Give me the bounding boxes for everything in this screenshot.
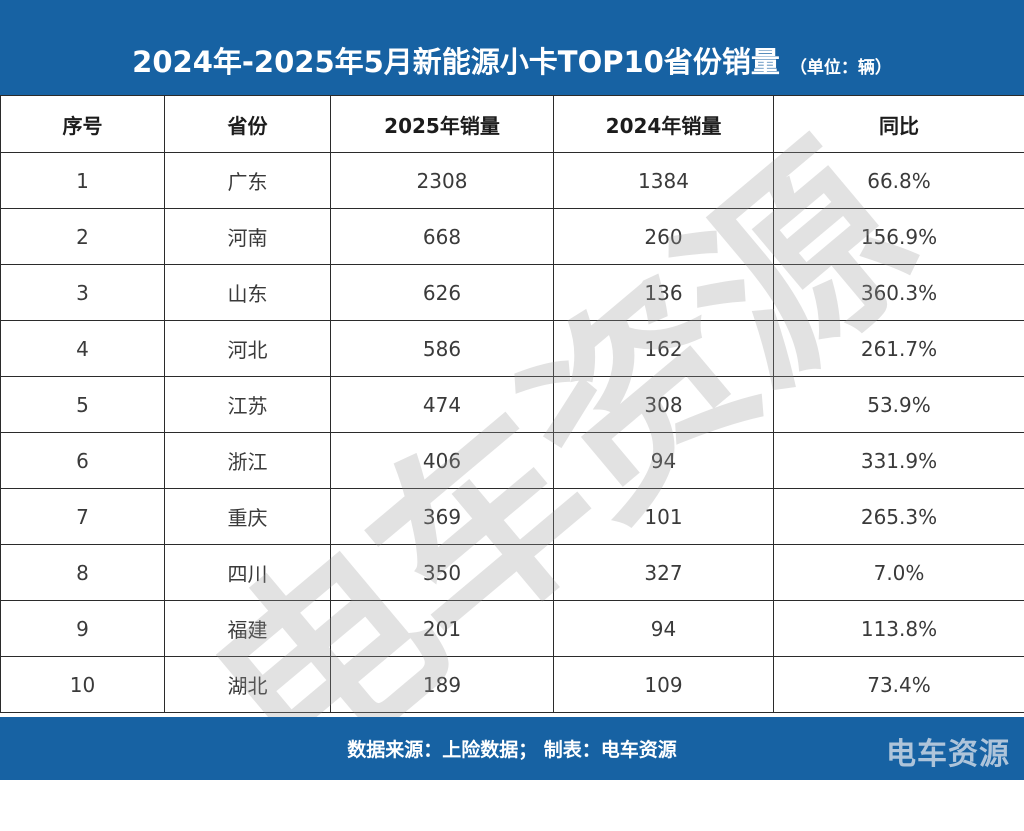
cell-sales-2025: 668: [331, 209, 554, 265]
data-source-note: 数据来源：上险数据； 制表：电车资源: [347, 735, 677, 762]
header-yoy: 同比: [774, 96, 1024, 153]
cell-sales-2024: 162: [554, 321, 774, 377]
sales-table-container: 序号 省份 2025年销量 2024年销量 同比 1 广东 2308 1384 …: [0, 95, 1024, 717]
header-rank: 序号: [1, 96, 165, 153]
cell-rank: 4: [1, 321, 165, 377]
table-header-row: 序号 省份 2025年销量 2024年销量 同比: [1, 96, 1024, 153]
cell-rank: 8: [1, 545, 165, 601]
cell-sales-2024: 308: [554, 377, 774, 433]
table-row: 5 江苏 474 308 53.9%: [1, 377, 1024, 433]
cell-yoy: 66.8%: [774, 153, 1024, 209]
cell-rank: 9: [1, 601, 165, 657]
cell-province: 山东: [165, 265, 331, 321]
unit-label: （单位：辆）: [790, 53, 892, 78]
cell-yoy: 265.3%: [774, 489, 1024, 545]
cell-rank: 2: [1, 209, 165, 265]
cell-sales-2024: 327: [554, 545, 774, 601]
cell-rank: 7: [1, 489, 165, 545]
cell-rank: 3: [1, 265, 165, 321]
page-title: 2024年-2025年5月新能源小卡TOP10省份销量: [132, 39, 780, 81]
table-row: 9 福建 201 94 113.8%: [1, 601, 1024, 657]
table-row: 6 浙江 406 94 331.9%: [1, 433, 1024, 489]
table-row: 2 河南 668 260 156.9%: [1, 209, 1024, 265]
cell-yoy: 73.4%: [774, 657, 1024, 713]
cell-sales-2025: 2308: [331, 153, 554, 209]
table-row: 10 湖北 189 109 73.4%: [1, 657, 1024, 713]
table-row: 8 四川 350 327 7.0%: [1, 545, 1024, 601]
cell-sales-2025: 626: [331, 265, 554, 321]
header-sales-2024: 2024年销量: [554, 96, 774, 153]
cell-sales-2024: 94: [554, 433, 774, 489]
header-province: 省份: [165, 96, 331, 153]
cell-yoy: 360.3%: [774, 265, 1024, 321]
cell-province: 湖北: [165, 657, 331, 713]
cell-province: 江苏: [165, 377, 331, 433]
table-row: 4 河北 586 162 261.7%: [1, 321, 1024, 377]
cell-sales-2024: 101: [554, 489, 774, 545]
cell-yoy: 331.9%: [774, 433, 1024, 489]
cell-sales-2024: 94: [554, 601, 774, 657]
cell-province: 浙江: [165, 433, 331, 489]
cell-province: 四川: [165, 545, 331, 601]
cell-province: 福建: [165, 601, 331, 657]
cell-sales-2024: 1384: [554, 153, 774, 209]
table-row: 7 重庆 369 101 265.3%: [1, 489, 1024, 545]
cell-sales-2025: 406: [331, 433, 554, 489]
cell-sales-2024: 136: [554, 265, 774, 321]
cell-province: 广东: [165, 153, 331, 209]
cell-yoy: 53.9%: [774, 377, 1024, 433]
sales-table: 序号 省份 2025年销量 2024年销量 同比 1 广东 2308 1384 …: [0, 95, 1024, 713]
cell-province: 河北: [165, 321, 331, 377]
cell-sales-2025: 350: [331, 545, 554, 601]
footer-bar: 数据来源：上险数据； 制表：电车资源 电车资源: [0, 717, 1024, 780]
cell-province: 河南: [165, 209, 331, 265]
cell-rank: 5: [1, 377, 165, 433]
cell-yoy: 156.9%: [774, 209, 1024, 265]
brand-logo: 电车资源: [886, 729, 1010, 773]
cell-province: 重庆: [165, 489, 331, 545]
cell-rank: 1: [1, 153, 165, 209]
table-row: 1 广东 2308 1384 66.8%: [1, 153, 1024, 209]
header-sales-2025: 2025年销量: [331, 96, 554, 153]
cell-yoy: 7.0%: [774, 545, 1024, 601]
cell-sales-2024: 109: [554, 657, 774, 713]
cell-sales-2025: 369: [331, 489, 554, 545]
cell-yoy: 261.7%: [774, 321, 1024, 377]
cell-sales-2025: 189: [331, 657, 554, 713]
cell-sales-2025: 586: [331, 321, 554, 377]
cell-yoy: 113.8%: [774, 601, 1024, 657]
cell-sales-2025: 474: [331, 377, 554, 433]
title-bar: 2024年-2025年5月新能源小卡TOP10省份销量 （单位：辆）: [0, 0, 1024, 95]
table-row: 3 山东 626 136 360.3%: [1, 265, 1024, 321]
cell-rank: 6: [1, 433, 165, 489]
cell-sales-2025: 201: [331, 601, 554, 657]
cell-sales-2024: 260: [554, 209, 774, 265]
cell-rank: 10: [1, 657, 165, 713]
